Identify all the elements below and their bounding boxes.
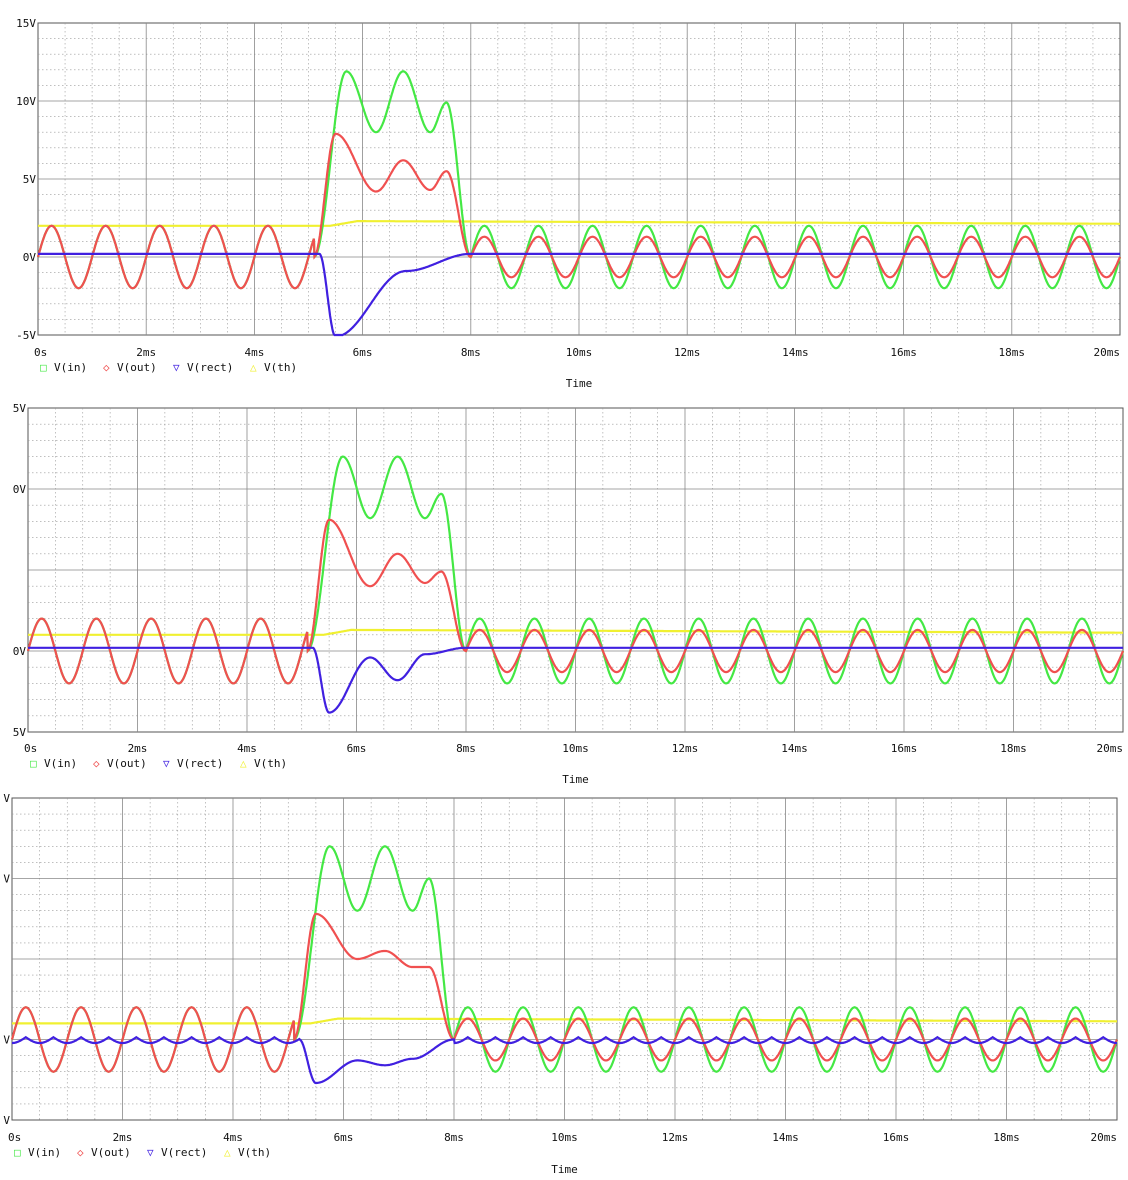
- legend-marker: ◇: [77, 1146, 84, 1159]
- major-grid: [28, 408, 1123, 732]
- legend-marker: ◇: [93, 757, 100, 770]
- x-tick-label: 12ms: [674, 346, 701, 359]
- x-tick-label: 20ms: [1091, 1131, 1118, 1144]
- x-tick-label: 18ms: [999, 346, 1026, 359]
- x-tick-label: 6ms: [353, 346, 373, 359]
- legend-label: V(in): [28, 1146, 61, 1159]
- series-line-vout: [10, 912, 1118, 1073]
- x-tick-label: 0s: [24, 742, 37, 755]
- y-tick-label: 10V: [16, 95, 36, 108]
- x-tick-label: 2ms: [128, 742, 148, 755]
- y-tick-label: V: [3, 1114, 10, 1127]
- series-line-vrect: [12, 1035, 1117, 1085]
- series-line-vout: [36, 132, 1122, 290]
- legend-label: V(rect): [161, 1146, 207, 1159]
- x-tick-label: 12ms: [672, 742, 699, 755]
- legend-marker: △: [240, 757, 247, 770]
- x-tick-label: 20ms: [1097, 742, 1124, 755]
- x-tick-label: 8ms: [444, 1131, 464, 1144]
- legend-label: V(th): [238, 1146, 271, 1159]
- x-tick-label: 10ms: [551, 1131, 578, 1144]
- legend: □ V(in) ◇ V(out) ▽ V(rect) △ V(th): [14, 1146, 271, 1159]
- x-tick-label: 14ms: [782, 346, 809, 359]
- x-tick-label: 4ms: [223, 1131, 243, 1144]
- y-tick-label: 5V: [13, 402, 27, 415]
- series-line-vth: [28, 628, 1123, 636]
- legend-label: V(in): [44, 757, 77, 770]
- x-tick-label: 8ms: [456, 742, 476, 755]
- x-tick-label: 0s: [34, 346, 47, 359]
- x-axis-label: Time: [551, 1163, 578, 1176]
- legend-marker: ◇: [103, 361, 110, 374]
- major-grid: [12, 798, 1117, 1120]
- y-tick-label: 15V: [16, 17, 36, 30]
- x-axis-label: Time: [562, 773, 589, 786]
- series-line-vout: [26, 518, 1125, 685]
- y-tick-label: 0V: [13, 645, 27, 658]
- legend-label: V(rect): [187, 361, 233, 374]
- x-tick-label: 16ms: [890, 346, 917, 359]
- series-line-vth: [38, 220, 1120, 227]
- chart-panel-2: 5V 0V 0V 5V 0s 2ms 4ms 6ms 8ms 10ms 12ms 14ms 16ms 18…: [13, 402, 1125, 786]
- y-tick-label: V: [3, 1034, 10, 1047]
- legend-marker: □: [14, 1146, 21, 1159]
- y-tick-label: -5V: [16, 329, 36, 342]
- y-tick-label: 5V: [23, 173, 37, 186]
- x-tick-label: 10ms: [562, 742, 589, 755]
- x-tick-label: 16ms: [891, 742, 918, 755]
- legend-label: V(th): [254, 757, 287, 770]
- x-tick-label: 4ms: [237, 742, 257, 755]
- y-tick-label: V: [3, 792, 10, 805]
- x-tick-label: 14ms: [772, 1131, 799, 1144]
- legend: □ V(in) ◇ V(out) ▽ V(rect) △ V(th): [30, 757, 287, 770]
- x-tick-label: 6ms: [334, 1131, 354, 1144]
- series-line-vrect: [38, 252, 1120, 337]
- x-tick-label: 18ms: [1000, 742, 1027, 755]
- x-tick-label: 6ms: [347, 742, 367, 755]
- legend-marker: △: [250, 361, 257, 374]
- y-tick-label: V: [3, 873, 10, 886]
- x-tick-label: 8ms: [461, 346, 481, 359]
- x-tick-label: 10ms: [566, 346, 593, 359]
- legend-label: V(rect): [177, 757, 223, 770]
- x-tick-label: 2ms: [136, 346, 156, 359]
- legend-label: V(out): [91, 1146, 131, 1159]
- x-tick-label: 4ms: [244, 346, 264, 359]
- legend-marker: ▽: [173, 361, 180, 374]
- series-line-vth: [12, 1017, 1117, 1025]
- series-line-vrect: [28, 646, 1123, 714]
- x-tick-label: 14ms: [781, 742, 808, 755]
- legend-marker: △: [224, 1146, 231, 1159]
- legend-label: V(in): [54, 361, 87, 374]
- chart-panel-1: -5V 0V 5V 10V 15V 0s 2ms 4ms 6ms 8ms 10ms 12ms 14ms 1…: [16, 17, 1122, 390]
- x-tick-label: 2ms: [113, 1131, 133, 1144]
- minor-grid: [28, 408, 1123, 732]
- x-tick-label: 16ms: [883, 1131, 910, 1144]
- legend-label: V(out): [107, 757, 147, 770]
- legend-marker: ▽: [147, 1146, 154, 1159]
- chart-panel-3: V V V V 0s 2ms 4ms 6ms 8ms 10ms 12ms 14ms 16ms 18ms 20…: [3, 792, 1119, 1176]
- legend-label: V(th): [264, 361, 297, 374]
- x-tick-label: 0s: [8, 1131, 21, 1144]
- legend: □ V(in) ◇ V(out) ▽ V(rect) △ V(th): [40, 361, 297, 374]
- y-tick-label: 0V: [23, 251, 37, 264]
- y-tick-label: 0V: [13, 483, 27, 496]
- legend-marker: ▽: [163, 757, 170, 770]
- x-tick-label: 20ms: [1094, 346, 1121, 359]
- legend-marker: □: [40, 361, 47, 374]
- x-tick-label: 12ms: [662, 1131, 689, 1144]
- x-axis-label: Time: [566, 377, 593, 390]
- y-tick-label: 5V: [13, 726, 27, 739]
- legend-marker: □: [30, 757, 37, 770]
- x-tick-label: 18ms: [993, 1131, 1020, 1144]
- legend-label: V(out): [117, 361, 157, 374]
